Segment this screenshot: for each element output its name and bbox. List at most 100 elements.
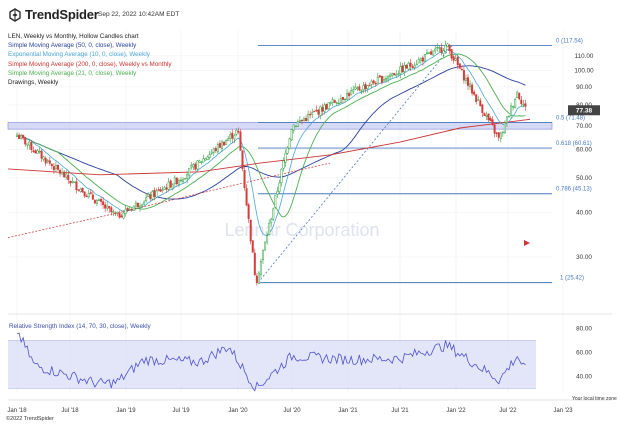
- candle-body: [464, 78, 467, 81]
- candle-body: [341, 96, 344, 100]
- candle-body: [362, 85, 365, 90]
- candle-body: [479, 100, 482, 107]
- candle-body: [112, 211, 115, 213]
- candle-body: [292, 124, 295, 131]
- candle-body: [73, 181, 76, 183]
- candle-body: [245, 188, 248, 206]
- fib-level-label: 0.786 (45.13): [556, 187, 592, 193]
- candle-body: [407, 62, 410, 70]
- candle-body: [253, 252, 256, 276]
- candle-body: [436, 47, 439, 49]
- candle-body: [274, 195, 277, 208]
- candle-body: [75, 181, 78, 190]
- candle-body: [147, 193, 150, 198]
- rsi-tick-label: 40.00: [576, 373, 592, 380]
- candle-body: [48, 160, 51, 164]
- candle-body: [143, 201, 146, 205]
- moving-averages: [7, 49, 531, 238]
- candle-body: [247, 204, 250, 220]
- candle-body: [514, 98, 517, 109]
- candle-body: [141, 204, 144, 207]
- candle-body: [235, 129, 238, 135]
- candle-body: [157, 189, 160, 191]
- fib-level-label: 0 (117.54): [556, 39, 583, 45]
- candle-body: [337, 102, 340, 105]
- candle-body: [430, 51, 433, 55]
- candle-body: [225, 140, 228, 145]
- candle-body: [434, 48, 437, 52]
- candle-body: [81, 187, 84, 193]
- candle-body: [239, 131, 242, 151]
- x-tick-label: Jan '19: [116, 408, 136, 414]
- candle-body: [421, 57, 424, 62]
- support-zone-band: [7, 122, 553, 130]
- candle-body: [114, 212, 117, 215]
- candle-body: [510, 105, 513, 116]
- candle-body: [286, 147, 289, 154]
- candle-body: [192, 164, 195, 168]
- candle-body: [497, 132, 500, 138]
- candle-body: [116, 211, 119, 214]
- x-tick-label: Jan '22: [446, 408, 466, 414]
- candle-body: [118, 212, 121, 218]
- candle-body: [391, 73, 394, 77]
- candle-body: [454, 58, 457, 61]
- copyright: ©2022 TrendSpider: [6, 416, 54, 422]
- candle-body: [243, 170, 246, 189]
- candle-body: [59, 170, 62, 174]
- watermark: Lennar Corporation: [224, 220, 379, 240]
- last-price-label: 77.38: [576, 108, 593, 115]
- candle-body: [335, 102, 338, 104]
- y-tick-label: 30.00: [576, 254, 592, 261]
- candle-body: [378, 75, 381, 78]
- candle-body: [36, 150, 39, 154]
- x-tick-label: Jul '18: [61, 408, 79, 414]
- candle-body: [298, 120, 301, 122]
- candle-body: [473, 91, 476, 95]
- candle-body: [124, 208, 127, 214]
- candle-body: [288, 138, 291, 149]
- y-tick-label: 70.00: [576, 123, 592, 130]
- candle-body: [194, 163, 197, 170]
- candle-body: [89, 192, 92, 194]
- candle-body: [22, 134, 25, 139]
- candle-body: [471, 84, 474, 94]
- fibonacci-levels: 0 (117.54) 0.5 (71.48) 0.618 (60.61) 0.786 …: [257, 39, 592, 284]
- candle-body: [196, 160, 199, 170]
- candle-body: [249, 219, 252, 242]
- candle-body: [503, 122, 506, 133]
- candle-body: [405, 64, 408, 69]
- x-tick-label: Jan '23: [553, 408, 573, 414]
- candle-body: [413, 65, 416, 68]
- candle-body: [520, 99, 523, 104]
- candle-body: [442, 50, 445, 55]
- candle-body: [444, 44, 447, 52]
- candle-body: [356, 87, 359, 89]
- candle-body: [251, 240, 254, 253]
- candle-body: [372, 80, 375, 84]
- candle-body: [221, 141, 223, 149]
- candle-body: [382, 79, 385, 82]
- candle-body: [159, 189, 162, 192]
- candle-body: [149, 194, 152, 199]
- candle-body: [403, 64, 406, 72]
- brand-name: TrendSpider: [25, 7, 99, 22]
- candle-body: [415, 63, 418, 66]
- chart-legend: LEN, Weekly vs Monthly, Hollow Candles c…: [8, 32, 172, 87]
- candle-body: [145, 197, 148, 202]
- candle-body: [184, 178, 187, 180]
- rsi-tick-label: 80.00: [576, 325, 592, 332]
- candle-body: [374, 82, 377, 85]
- candle-body: [370, 80, 373, 85]
- rsi-tick-label: 60.00: [576, 349, 592, 356]
- y-tick-label: 50.00: [576, 175, 592, 182]
- candle-body: [216, 144, 219, 153]
- candle-body: [102, 201, 105, 205]
- y-tick-label: 40.00: [576, 209, 592, 216]
- candle-body: [257, 272, 260, 284]
- candle-body: [54, 164, 57, 169]
- candle-body: [350, 90, 353, 96]
- projection-arrow-icon: [524, 240, 530, 246]
- x-tick-label: Jul '19: [172, 408, 190, 414]
- candle-body: [204, 158, 207, 161]
